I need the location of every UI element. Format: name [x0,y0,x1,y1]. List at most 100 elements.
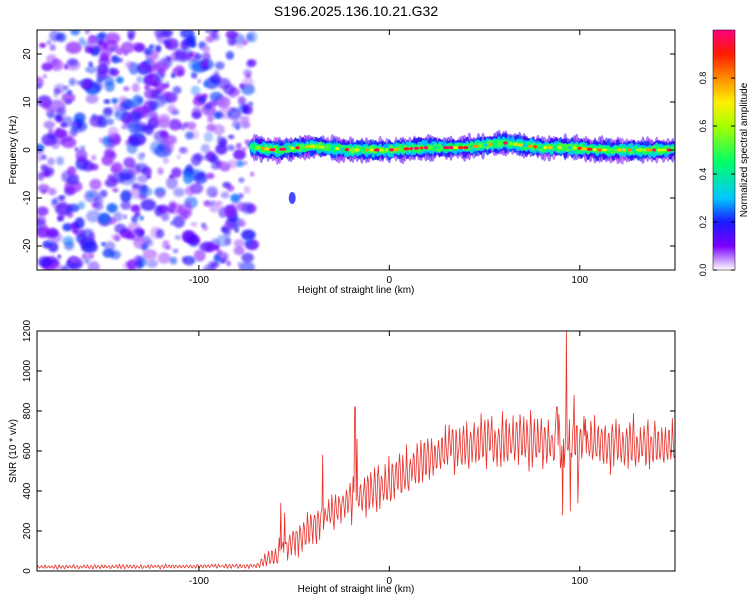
noise-cell [131,183,137,189]
noise-cell [226,144,235,151]
noise-cell [230,193,241,203]
noise-cell [102,248,115,258]
noise-cell [136,76,143,84]
noise-cell [111,162,123,174]
noise-cell [47,263,64,270]
noise-cell [155,228,165,239]
signal-core [611,148,618,152]
noise-cell [56,32,67,43]
signal-core [660,148,668,152]
noise-cell [197,78,202,84]
noise-cell [126,142,138,154]
noise-cell [86,65,97,74]
noise-cell [118,96,128,104]
noise-cell [208,112,213,118]
signal-core [607,148,612,152]
noise-cell [202,52,211,61]
noise-cell [41,62,53,72]
signal-core [553,146,557,150]
signal-core [423,146,429,150]
noise-cell [188,59,201,71]
noise-cell [216,234,232,247]
signal-core [528,144,533,148]
noise-cell [141,166,152,176]
signal-core [274,148,281,152]
y-tick-label: 10 [22,96,33,108]
noise-cell [81,240,98,254]
x-tick-label: 100 [571,275,588,286]
signal-core [557,146,563,150]
noise-cell [82,160,94,172]
noise-cell [52,58,60,68]
signal-core [463,146,469,150]
noise-cell [172,248,179,254]
noise-cell [202,45,210,53]
noise-cell [47,157,55,166]
noise-cell [74,147,79,152]
signal-core [508,142,513,146]
noise-cell [241,229,256,241]
noise-cell [154,61,168,73]
noise-cell [142,249,158,260]
signal-core [547,146,553,150]
noise-cell [98,32,107,39]
noise-cell [190,85,201,96]
signal-core [255,146,261,150]
signal-core [447,146,455,150]
signal-core [577,146,583,150]
x-tick-label: -100 [189,576,209,587]
noise-cell [228,134,235,140]
signal-core [359,148,365,152]
signal-core [340,147,344,151]
noise-cell [130,204,141,213]
noise-region [37,30,259,270]
noise-cell [58,195,66,200]
noise-cell [41,133,58,146]
noise-cell [118,172,137,186]
noise-cell [81,253,88,260]
signal-core [413,146,419,150]
noise-cell [55,203,73,216]
signal-core [478,144,484,148]
noise-cell [78,37,86,45]
noise-cell [110,234,119,240]
noise-cell [98,212,111,225]
noise-cell [199,59,209,68]
noise-cell [190,71,198,78]
colorbar-tick-label: 0.4 [698,168,708,181]
noise-cell [176,154,181,160]
noise-cell [234,227,240,233]
noise-cell [188,52,194,57]
noise-cell [237,261,242,267]
noise-cell [225,207,237,220]
noise-cell [237,96,246,106]
noise-cell [165,245,172,250]
noise-cell [180,147,186,153]
noise-cell [209,74,222,84]
noise-cell [172,68,176,73]
signal-core [656,148,662,152]
noise-cell [61,116,74,127]
noise-cell [74,217,85,230]
noise-cell [157,118,171,129]
noise-cell [37,227,51,238]
spectrogram-y-axis-label: Frequency (Hz) [8,116,19,185]
noise-cell [186,36,195,46]
noise-cell [71,228,79,234]
signal-core [642,148,646,152]
noise-cell [154,91,162,100]
signal-core [533,145,538,149]
noise-cell [49,254,55,260]
noise-cell [226,185,235,192]
signal-core [586,147,593,151]
noise-cell [220,191,230,199]
snr-y-axis-label: SNR (10 * v/v) [8,419,19,483]
signal-core [488,142,493,146]
noise-cell [37,83,42,89]
noise-cell [245,33,254,42]
noise-cell [226,260,231,267]
noise-cell [47,231,62,244]
signal-core [492,142,499,146]
noise-cell [62,223,73,232]
